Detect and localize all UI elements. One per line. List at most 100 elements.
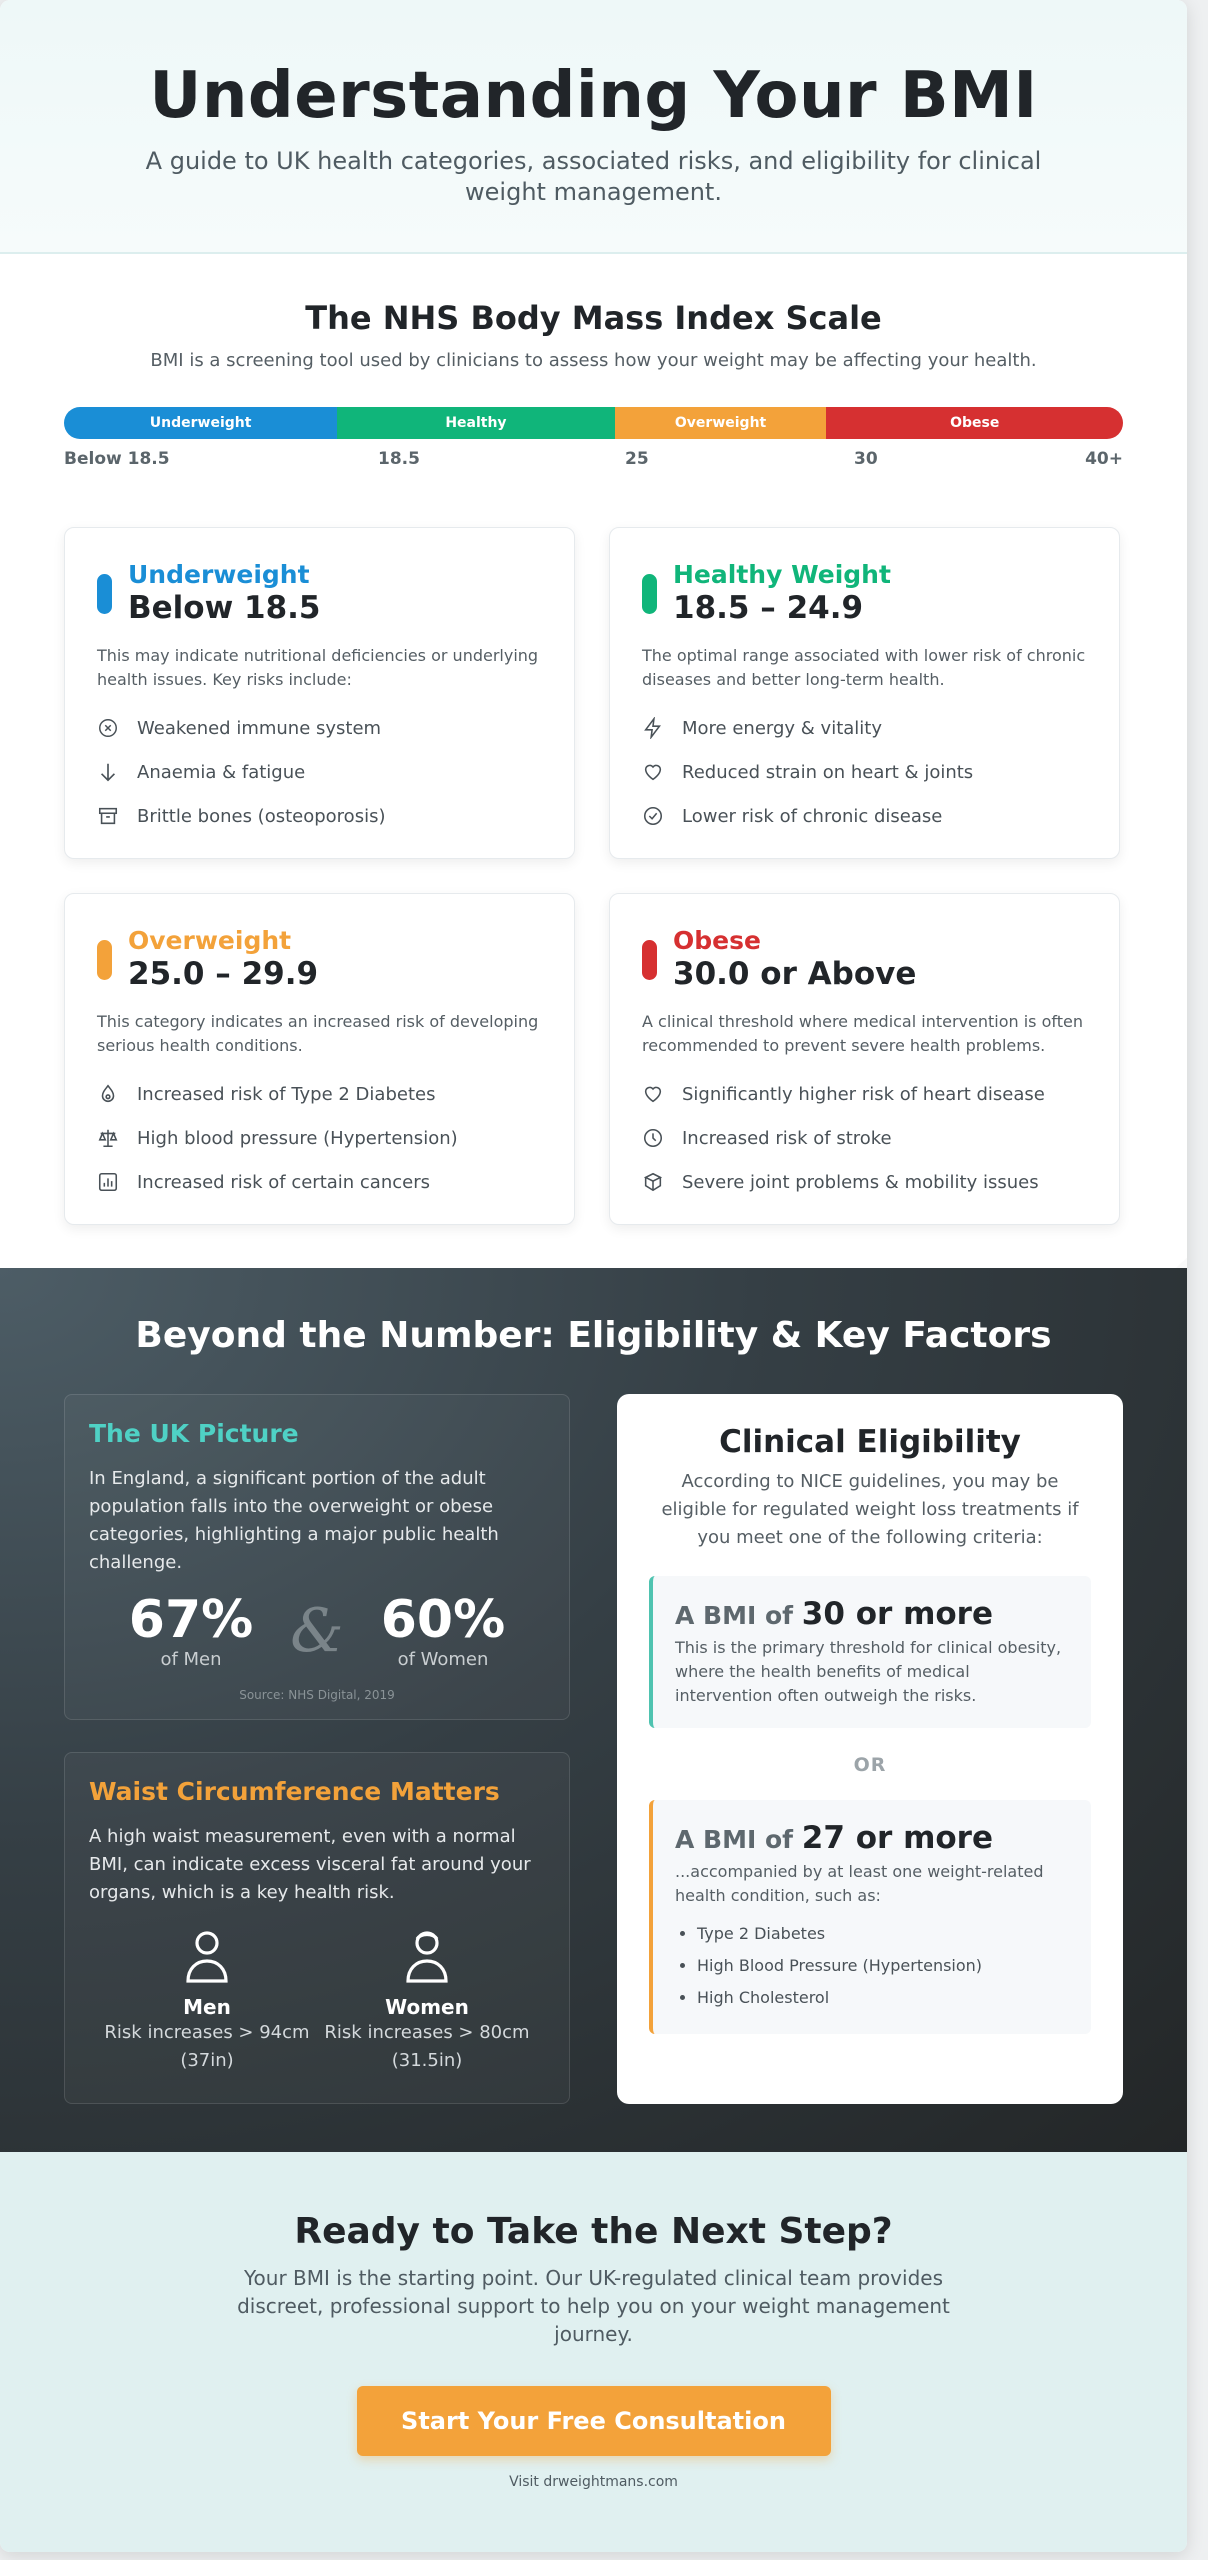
segment-underweight: Underweight [64,407,338,439]
risk-item: Increased risk of stroke [642,1116,1087,1160]
criterion-prefix: A BMI of [675,1825,794,1854]
risk-text: Lower risk of chronic disease [682,805,943,827]
check-circle-icon [643,806,663,826]
archive-icon [98,807,118,825]
risk-text: Severe joint problems & mobility issues [682,1171,1039,1193]
cta-text: Your BMI is the starting point. Our UK-r… [237,2266,950,2346]
category-cards: Underweight Below 18.5 This may indicate… [64,527,1123,1225]
source-note: Source: NHS Digital, 2019 [239,1688,395,1702]
risk-text: Reduced strain on heart & joints [682,761,974,783]
stat-label: of Women [397,1649,489,1670]
hero: Understanding Your BMI A guide to UK hea… [0,0,1187,254]
panel-text: A high waist measurement, even with a no… [89,1826,531,1903]
eligibility-title: Clinical Eligibility [719,1424,1021,1460]
stats-row: 67% of Men & 60% of Women [89,1591,545,1670]
risk-text: Increased risk of Type 2 Diabetes [137,1083,436,1105]
heart-icon [644,1086,662,1103]
risk-item: Brittle bones (osteoporosis) [97,794,542,838]
segment-healthy: Healthy [337,407,615,439]
criterion-value: 30 or more [801,1596,993,1632]
eligibility-intro: According to NICE guidelines, you may be… [661,1471,1079,1548]
scales-icon [98,1129,118,1148]
criterion-prefix: A BMI of [675,1601,794,1630]
risk-text: Increased risk of certain cancers [137,1171,430,1193]
criterion-bmi-30: A BMI of 30 or more This is the primary … [649,1576,1091,1728]
scale-title: The NHS Body Mass Index Scale [305,299,882,337]
panel-title: The UK Picture [89,1419,299,1448]
category-indicator [642,574,657,614]
virus-icon [99,719,117,737]
waist-thresholds: Men Risk increases > 94cm (37in) Women R… [89,1929,545,2075]
condition-item: High Blood Pressure (Hypertension) [697,1950,1069,1982]
heart-icon [644,764,662,781]
segment-overweight: Overweight [614,407,827,439]
risk-item: Anaemia & fatigue [97,750,542,794]
bmi-scale-section: drweightmans.com The NHS Body Mass Index… [0,254,1187,1225]
risk-item: Severe joint problems & mobility issues [642,1160,1087,1204]
stat-value: 67% [128,1590,254,1650]
clock-icon [643,1128,663,1148]
card-obese: Obese 30.0 or Above A clinical threshold… [609,893,1120,1225]
risk-item: Significantly higher risk of heart disea… [642,1072,1087,1116]
category-indicator [642,940,657,980]
category-description: A clinical threshold where medical inter… [642,1012,1083,1055]
risk-item: Increased risk of Type 2 Diabetes [97,1072,542,1116]
risk-text: Significantly higher risk of heart disea… [682,1083,1045,1105]
category-description: This may indicate nutritional deficienci… [97,646,539,689]
category-indicator [97,940,112,980]
clinical-eligibility-card: Clinical Eligibility According to NICE g… [617,1394,1123,2104]
risk-item: Lower risk of chronic disease [642,794,1087,838]
scale-ticks: Below 18.5 18.5 25 30 40+ [64,439,1123,479]
page-subtitle: A guide to UK health categories, associa… [145,147,1042,206]
woman-icon [406,1931,448,1983]
page: Understanding Your BMI A guide to UK hea… [0,0,1187,2552]
stat-men: 67% of Men [101,1591,281,1670]
card-overweight: Overweight 25.0 – 29.9 This category ind… [64,893,575,1225]
risk-item: Reduced strain on heart & joints [642,750,1087,794]
risk-text: Brittle bones (osteoporosis) [137,805,386,827]
arrow-down-icon [100,763,116,782]
category-range: 25.0 – 29.9 [128,956,319,992]
waist-gender: Women [385,1995,469,2019]
tick-label: Below 18.5 [64,449,170,469]
criterion-title: A BMI of 27 or more [675,1820,1069,1856]
section-title: Beyond the Number: Eligibility & Key Fac… [135,1315,1052,1356]
segment-obese: Obese [826,407,1123,439]
waist-gender: Men [183,1995,231,2019]
waist-panel: Waist Circumference Matters A high waist… [64,1752,570,2104]
risk-text: High blood pressure (Hypertension) [137,1127,458,1149]
category-title: Underweight [128,560,310,589]
stat-label: of Men [160,1649,222,1670]
criterion-title: A BMI of 30 or more [675,1596,1069,1632]
category-title: Overweight [128,926,292,955]
criterion-description: This is the primary threshold for clinic… [675,1638,1062,1705]
scale-subtitle: BMI is a screening tool used by clinicia… [150,350,1037,371]
or-divider: OR [853,1754,887,1776]
risk-text: More energy & vitality [682,717,882,739]
tick-label: 18.5 [378,449,420,469]
eligibility-section: Beyond the Number: Eligibility & Key Fac… [0,1268,1187,2152]
visit-link[interactable]: Visit drweightmans.com [509,2474,678,2490]
risk-item: Weakened immune system [97,706,542,750]
criterion-bmi-27: A BMI of 27 or more ...accompanied by at… [649,1800,1091,2034]
criterion-value: 27 or more [801,1820,993,1856]
waist-risk: Risk increases > 80cm (31.5in) [324,2022,530,2071]
tick-label: 40+ [1085,449,1123,469]
box-icon [643,1172,663,1192]
cta-title: Ready to Take the Next Step? [294,2211,893,2252]
stat-value: 60% [380,1590,506,1650]
condition-item: Type 2 Diabetes [697,1918,1069,1950]
ampersand: & [290,1595,344,1666]
category-description: The optimal range associated with lower … [642,646,1086,689]
page-title: Understanding Your BMI [149,59,1038,133]
category-description: This category indicates an increased ris… [97,1012,539,1055]
card-underweight: Underweight Below 18.5 This may indicate… [64,527,575,859]
start-consultation-button[interactable]: Start Your Free Consultation [356,2386,831,2456]
stat-women: 60% of Women [353,1591,533,1670]
category-range: 30.0 or Above [673,956,917,992]
tick-label: 30 [854,449,878,469]
panel-text: In England, a significant portion of the… [89,1468,499,1573]
waist-women: Women Risk increases > 80cm (31.5in) [317,1929,537,2075]
chart-icon [98,1172,118,1192]
risk-item: Increased risk of certain cancers [97,1160,542,1204]
